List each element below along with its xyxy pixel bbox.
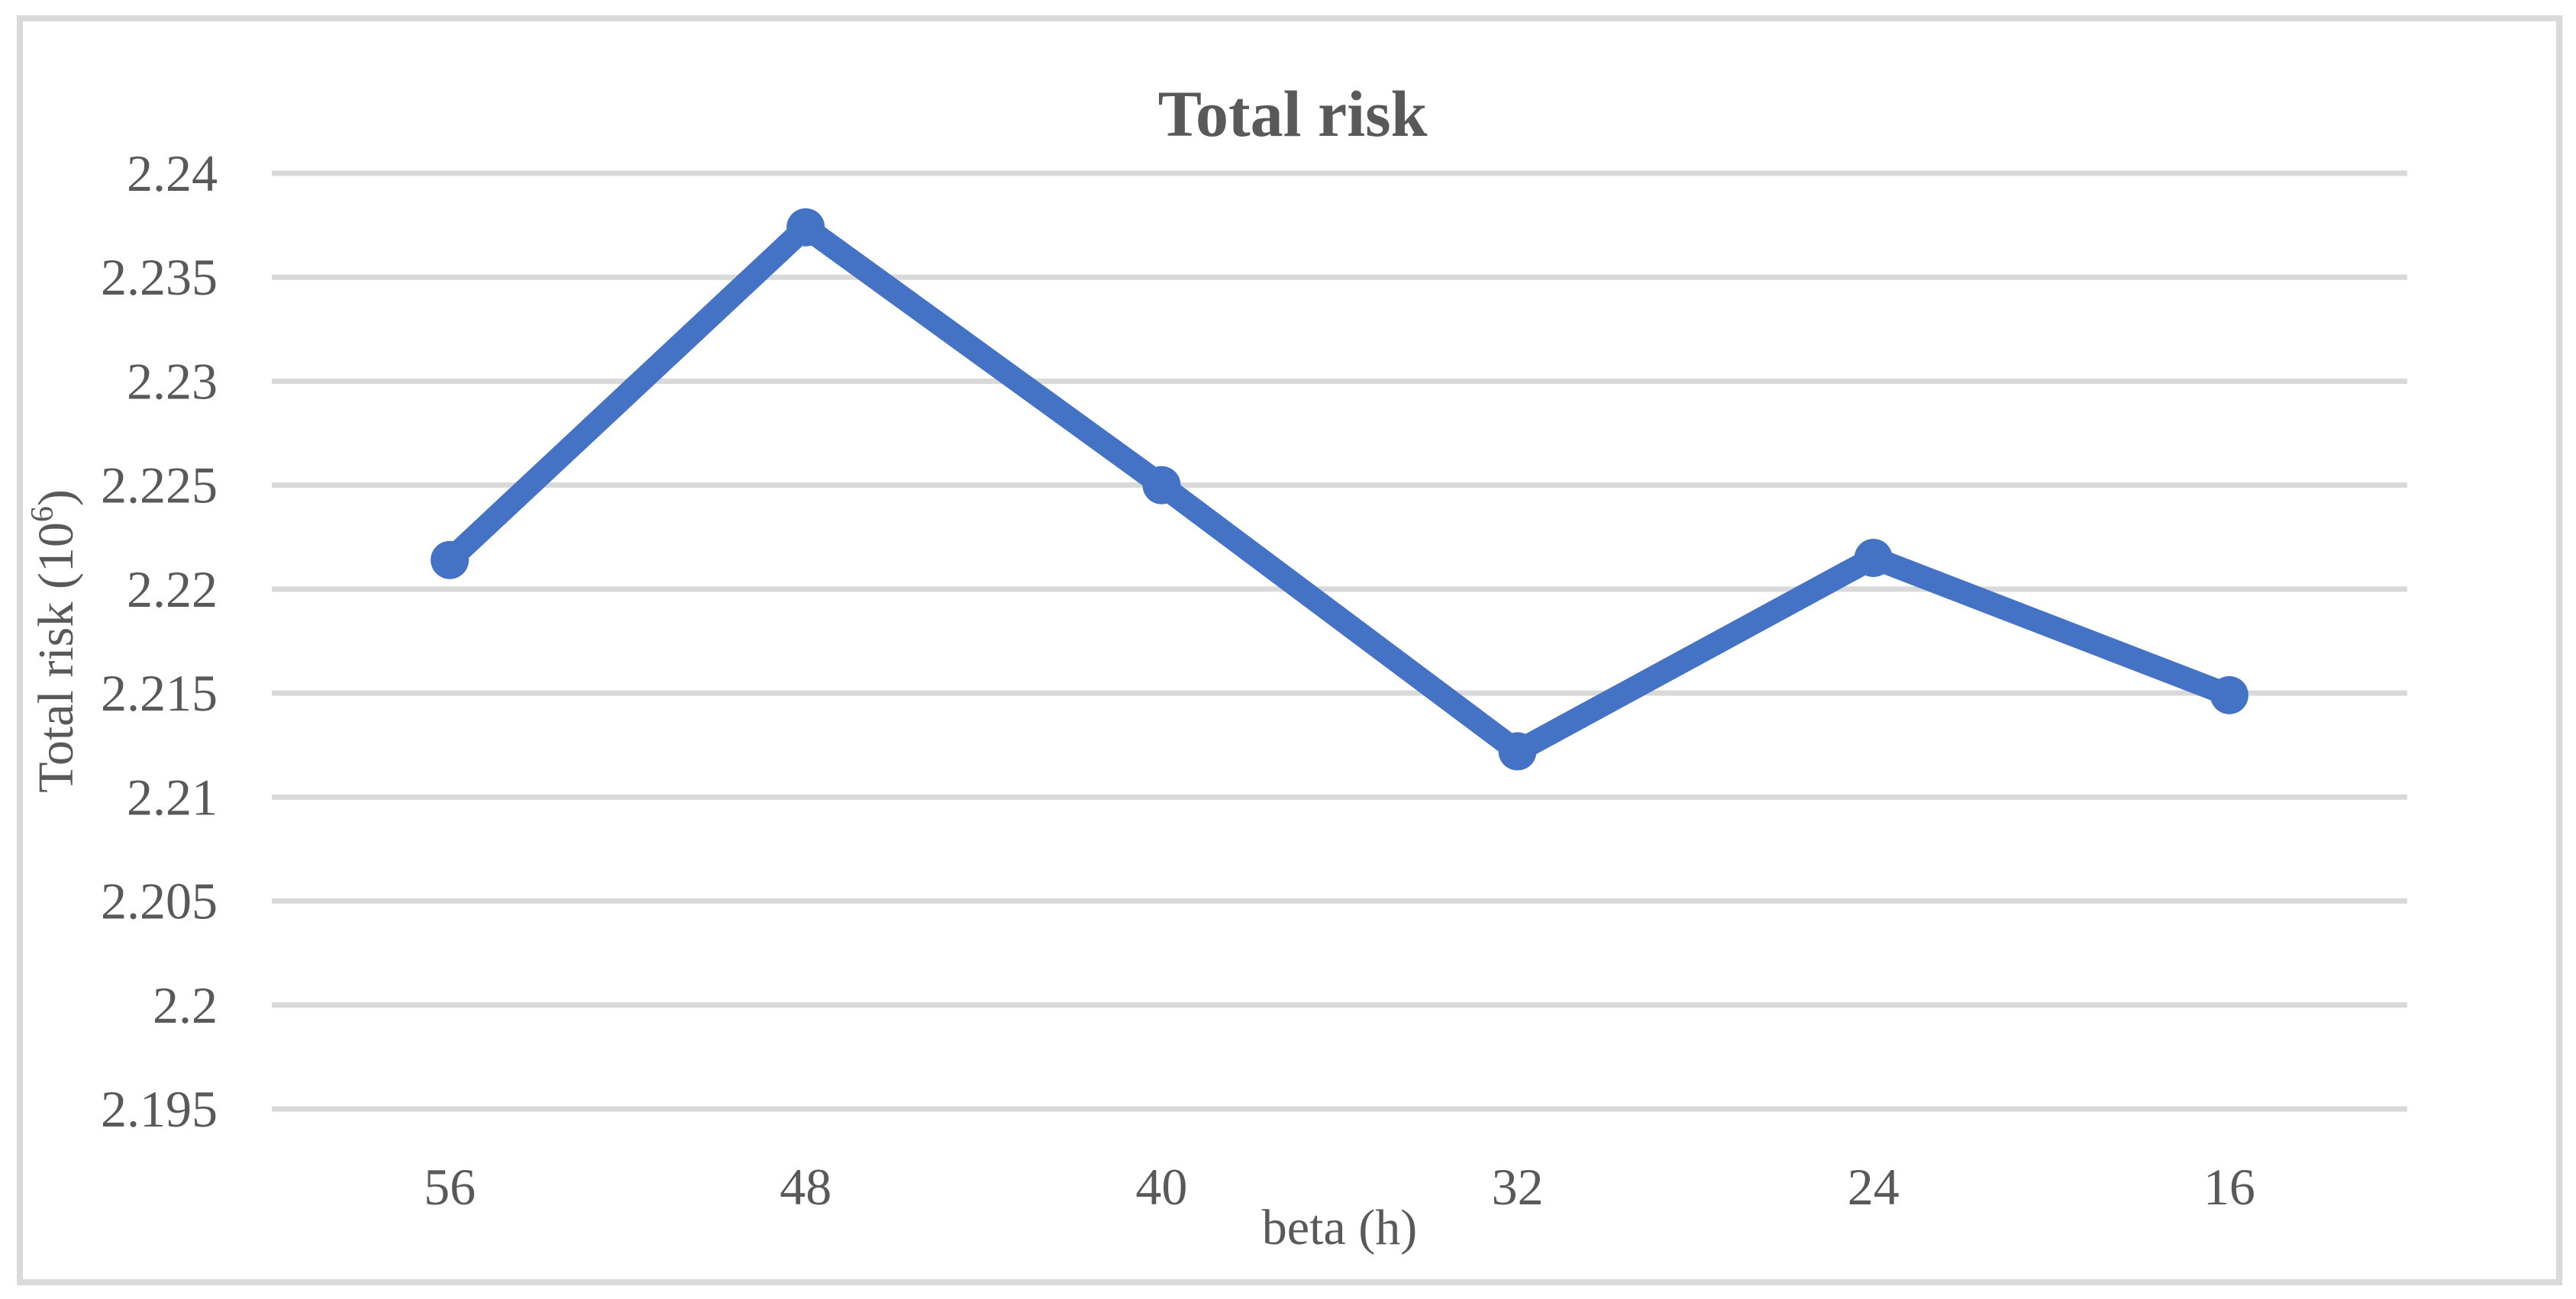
data-point-marker (786, 208, 825, 247)
x-axis-title: beta (h) (1262, 1200, 1417, 1255)
chart-title: Total risk (1158, 77, 1428, 150)
x-tick-label: 32 (1492, 1158, 1544, 1216)
y-tick-label: 2.24 (127, 144, 218, 202)
x-tick-label: 56 (424, 1158, 476, 1216)
data-point-marker (1854, 539, 1893, 578)
x-tick-label: 48 (780, 1158, 831, 1216)
y-tick-label: 2.215 (101, 664, 218, 722)
x-tick-label: 40 (1135, 1158, 1187, 1216)
y-axis-title: Total risk (106) (25, 489, 84, 793)
y-tick-label: 2.205 (101, 872, 218, 930)
data-point-marker (1142, 466, 1181, 504)
y-tick-label: 2.2 (153, 976, 218, 1034)
data-point-marker (2210, 675, 2248, 714)
x-tick-label: 24 (1848, 1158, 1900, 1216)
data-point-marker (431, 540, 470, 579)
chart-border (17, 15, 2562, 1285)
x-tick-label: 16 (2203, 1158, 2255, 1216)
y-tick-label: 2.21 (127, 768, 218, 826)
y-tick-label: 2.22 (127, 560, 218, 618)
y-tick-label: 2.235 (101, 248, 218, 306)
y-tick-label: 2.225 (101, 456, 218, 514)
data-point-marker (1498, 732, 1537, 771)
y-tick-label: 2.23 (127, 352, 218, 410)
series-line (438, 215, 2241, 763)
y-tick-label: 2.195 (101, 1080, 218, 1138)
